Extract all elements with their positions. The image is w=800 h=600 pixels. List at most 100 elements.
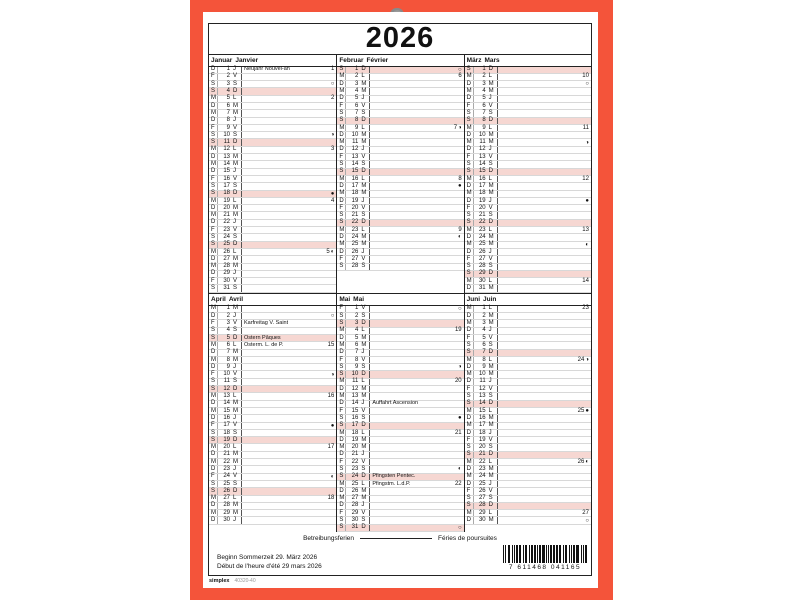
weekday-de: M	[339, 226, 347, 234]
weekday-de: F	[465, 154, 474, 161]
week-and-moon: 9	[458, 227, 461, 234]
day-writing-area: Auffahrt Ascension	[369, 400, 463, 407]
day-number: 27	[351, 495, 359, 502]
week-and-moon: 21	[455, 430, 462, 437]
day-number: 26	[478, 487, 486, 494]
weekday-de: S	[465, 270, 474, 278]
day-writing-area	[496, 364, 591, 371]
day-writing-area	[241, 124, 336, 132]
weekday-de: D	[465, 95, 474, 102]
day-row: D 1 J Neujahr Nouvel-an 1	[209, 66, 337, 74]
weekday-fr: M	[488, 190, 494, 197]
empty-days-filler	[337, 271, 463, 293]
month-name-fr: Février	[366, 56, 389, 64]
holiday-note: Ostern Pâques	[244, 334, 281, 341]
day-row: S 21 S	[464, 212, 591, 220]
week-and-moon: 15	[328, 342, 335, 349]
day-row: D 18 J	[464, 430, 591, 438]
weekday-fr: M	[488, 88, 494, 95]
day-row: S 28 S	[337, 263, 464, 271]
weekday-fr: L	[233, 393, 237, 400]
day-number: 9	[354, 363, 359, 370]
day-number: 21	[478, 212, 486, 219]
day-row: D 26 J	[337, 248, 464, 257]
day-writing-area: ○	[496, 517, 591, 524]
day-number: 12	[351, 385, 359, 392]
weekday-fr: D	[361, 168, 366, 175]
day-number: 2	[354, 73, 359, 80]
day-writing-area	[369, 437, 463, 444]
day-row: M 14 M	[209, 161, 337, 169]
moon-phase-icon: ○	[458, 66, 462, 73]
week-and-moon: 22	[455, 481, 462, 488]
weekday-de: D	[209, 517, 218, 524]
week-and-moon: ○	[585, 81, 589, 87]
day-writing-area: 26 ◐	[496, 459, 591, 466]
week-and-moon: ◐	[458, 466, 462, 472]
day-writing-area	[496, 488, 591, 495]
day-writing-area	[241, 327, 336, 334]
day-writing-area	[496, 154, 591, 161]
half-year-block-2: April Avril M 1 M D 2 J ○ F 3 V Karfreitag V. Saint S…	[209, 292, 591, 533]
weekday-fr: D	[361, 320, 366, 327]
weekday-fr: L	[488, 407, 492, 414]
day-number: 8	[354, 356, 359, 363]
weekday-de: S	[337, 263, 347, 270]
day-row: D 12 J	[464, 146, 591, 155]
day-writing-area	[496, 66, 591, 73]
day-number: 7	[354, 349, 359, 356]
day-writing-area	[369, 488, 463, 495]
day-writing-area	[496, 342, 591, 349]
weekday-de: S	[209, 183, 218, 190]
weekday-fr: L	[233, 444, 237, 451]
week-and-moon: 26 ◐	[578, 459, 589, 466]
weekday-fr: V	[361, 356, 366, 363]
month-name-fr: Avril	[228, 295, 244, 303]
day-number: 18	[478, 190, 486, 197]
day-row: F 27 V	[464, 256, 591, 264]
day-writing-area	[369, 386, 463, 393]
weekday-de: M	[339, 124, 347, 132]
day-number: 12	[351, 146, 359, 153]
day-number: 28	[478, 502, 486, 509]
weekday-fr: V	[233, 124, 238, 131]
day-row: M 11 M	[337, 139, 464, 147]
weekday-fr: S	[233, 182, 238, 189]
day-row: D 12 M	[337, 385, 464, 394]
day-writing-area: ○	[496, 81, 591, 88]
moon-phase-icon: ◐	[458, 466, 462, 473]
day-writing-area	[369, 407, 463, 415]
week-and-moon: ◑	[331, 132, 335, 138]
week-and-moon: 2	[331, 95, 334, 102]
moon-phase-icon: ●	[458, 415, 462, 422]
weekday-de: S	[465, 161, 474, 168]
day-number: 26	[351, 248, 359, 255]
day-number: 30	[351, 517, 359, 524]
day-number: 29	[478, 509, 486, 516]
bottom-section: Beginn Sommerzeit 29. März 2026 Début de…	[209, 545, 591, 575]
empty-days-filler	[465, 525, 591, 532]
day-writing-area	[496, 285, 591, 292]
weekday-fr: J	[361, 146, 365, 153]
day-number: 7	[482, 349, 486, 356]
barcode-bar	[536, 545, 538, 563]
weekday-fr: D	[488, 349, 493, 356]
weekday-de: M	[339, 139, 347, 146]
day-number: 14	[478, 161, 486, 168]
barcode-bar	[565, 545, 568, 563]
day-row: M 17 M	[464, 422, 591, 430]
day-writing-area	[241, 256, 336, 263]
day-writing-area: 4	[241, 198, 336, 205]
weekday-de: D	[209, 66, 218, 73]
day-number: 13	[223, 393, 230, 400]
day-writing-area: 24 ◑	[496, 357, 591, 364]
calendar-red-frame: 2026 Januar Janvier D 1 J Neujahr Nouvel-an 1 F…	[190, 0, 613, 600]
weekday-de: S	[209, 234, 218, 241]
weekday-de: F	[465, 488, 474, 495]
day-row: D 17 M	[464, 183, 591, 191]
